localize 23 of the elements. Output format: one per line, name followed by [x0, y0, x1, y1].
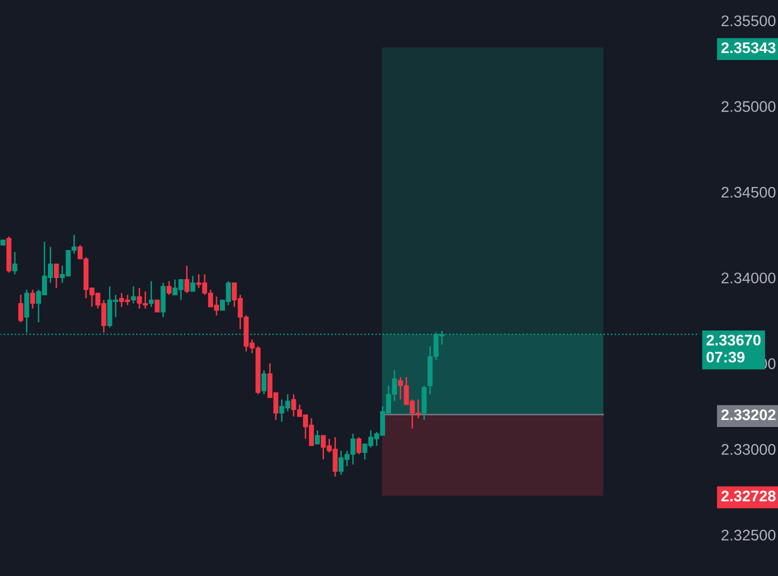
y-tick-label: 2.35500	[722, 15, 776, 26]
candlestick	[261, 370, 266, 395]
candlestick	[18, 294, 24, 323]
candlestick	[154, 300, 160, 312]
candlestick	[148, 280, 154, 308]
y-tick-label: 2.35000	[722, 101, 776, 112]
ref-line-label: 2.33670	[706, 334, 761, 346]
y-tick-label: 2.34000	[722, 272, 776, 284]
candlestick	[314, 430, 320, 445]
candlestick	[356, 436, 362, 455]
y-tick-label: 2.33000	[722, 444, 776, 455]
candlestick	[166, 280, 172, 296]
candlestick	[190, 275, 196, 292]
y-tick-label: 2.34500	[722, 186, 776, 198]
y-tick-label: 2.35343	[721, 42, 776, 54]
candlestick	[30, 289, 36, 310]
y-tick-label: 2.32728	[721, 490, 776, 502]
candlestick	[130, 286, 136, 304]
y-tick-label: 2.33202	[721, 409, 776, 420]
y-tick-label: 2.32500	[722, 530, 776, 541]
candlestick	[184, 265, 190, 294]
candlestick	[54, 263, 59, 289]
candlestick	[12, 251, 18, 275]
